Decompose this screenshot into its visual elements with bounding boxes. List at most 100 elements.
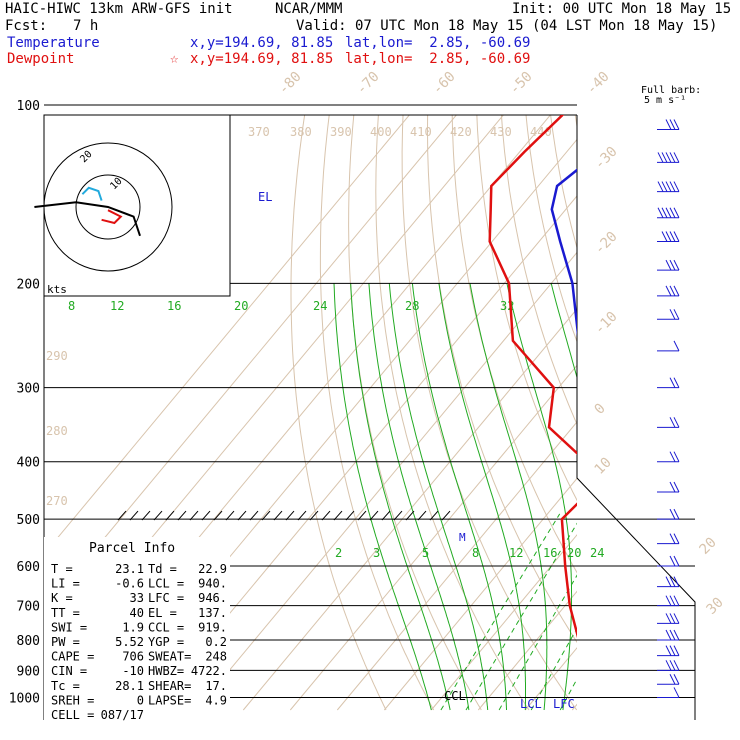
theta-label: 290 bbox=[46, 349, 68, 363]
parcel-param-value: 919. bbox=[198, 620, 227, 634]
hatch-mark bbox=[357, 510, 367, 521]
wind-barb-flag bbox=[673, 674, 680, 685]
dry-adiabat-line bbox=[720, 105, 740, 710]
wind-barb-flag bbox=[673, 451, 680, 462]
pressure-tick-label: 1000 bbox=[9, 691, 40, 706]
wind-barb-flag bbox=[669, 481, 676, 493]
hatch-mark bbox=[369, 510, 379, 521]
mixing-ratio-label: 20 bbox=[567, 546, 581, 560]
pressure-tick-label: 600 bbox=[17, 560, 40, 575]
isotherm-label: 10 bbox=[592, 455, 615, 478]
wind-barb bbox=[657, 119, 680, 131]
mixing-ratio-line bbox=[465, 522, 577, 711]
hatch-mark bbox=[261, 510, 271, 521]
dry-adiabat-line bbox=[525, 115, 577, 344]
org-label: NCAR/MMM bbox=[275, 1, 343, 17]
hatch-mark bbox=[153, 510, 163, 521]
hatch-mark bbox=[297, 510, 307, 521]
parcel-param-value: 1.9 bbox=[122, 620, 144, 634]
parcel-param-value: 0.2 bbox=[205, 635, 227, 649]
dry-adiabat-line bbox=[401, 115, 577, 711]
parcel-param-name: LFC = bbox=[148, 591, 184, 605]
mixing-ratio-label: 16 bbox=[543, 546, 557, 560]
wind-barb bbox=[657, 377, 680, 389]
wind-barb-flag bbox=[673, 231, 680, 242]
wind-barb-flag bbox=[661, 231, 668, 242]
hatch-mark bbox=[429, 510, 439, 521]
mixing-ratio-line bbox=[530, 627, 577, 711]
wind-barb-flag bbox=[665, 629, 672, 641]
isotherm-line bbox=[477, 590, 577, 711]
hatch-mark bbox=[441, 510, 451, 521]
parcel-param-value: 4722. bbox=[191, 664, 227, 678]
wind-barb-flag bbox=[673, 629, 680, 641]
wind-barb-flag bbox=[673, 152, 680, 163]
isotherm-line bbox=[383, 477, 577, 711]
lcl-level-label: LCL bbox=[520, 697, 542, 711]
isotherm-line bbox=[44, 115, 411, 555]
hodograph-trace bbox=[34, 201, 141, 237]
mixing-ratio-label: 12 bbox=[110, 299, 124, 313]
parcel-param-name: SHEAR= bbox=[148, 679, 191, 693]
ccl-level-label: CCL bbox=[444, 689, 466, 703]
moist-adiabat-line bbox=[388, 283, 489, 711]
wind-barb-flag bbox=[669, 508, 676, 520]
isotherm-line bbox=[619, 78, 740, 710]
mixing-ratio-label: 24 bbox=[590, 546, 604, 560]
wind-barb bbox=[657, 481, 680, 493]
isotherm-label: 20 bbox=[697, 535, 720, 558]
hatch-mark bbox=[141, 510, 151, 521]
hatch-mark bbox=[309, 510, 319, 521]
parcel-param-name: Td = bbox=[148, 562, 177, 576]
parcel-param-value: 5.52 bbox=[115, 635, 144, 649]
isotherm-line bbox=[666, 78, 740, 710]
moist-adiabat-line bbox=[550, 283, 577, 380]
wind-barb-flag bbox=[665, 595, 672, 606]
parcel-param-name: K = bbox=[51, 591, 73, 605]
wind-barb-flag bbox=[673, 595, 680, 606]
wind-barb bbox=[657, 629, 680, 641]
hatch-mark bbox=[417, 510, 427, 521]
hatch-mark bbox=[189, 510, 199, 521]
wind-barb-flag bbox=[673, 613, 680, 624]
isotherm-label: -10 bbox=[592, 309, 621, 338]
wind-barb bbox=[657, 645, 680, 657]
parcel-param-value: 33 bbox=[130, 591, 144, 605]
mixing-ratio-label: 2 bbox=[335, 546, 342, 560]
dry-adiabat-line bbox=[348, 115, 482, 711]
theta-label: 410 bbox=[410, 125, 432, 139]
wind-barb-flag bbox=[673, 259, 680, 271]
isotherm-line bbox=[289, 364, 577, 711]
wind-barb-flag bbox=[657, 181, 664, 192]
hatch-mark bbox=[285, 510, 295, 521]
isotherm-label: 0 bbox=[592, 401, 609, 418]
wind-barb-flag bbox=[669, 309, 676, 320]
parcel-param-value: 940. bbox=[198, 577, 227, 591]
pressure-tick-label: 800 bbox=[17, 634, 40, 649]
star-icon: ☆ bbox=[170, 51, 179, 67]
wind-barb-flag bbox=[669, 231, 676, 242]
parcel-param-value: 0 bbox=[137, 693, 144, 707]
hatch-mark bbox=[249, 510, 259, 521]
wind-barb-flag bbox=[673, 481, 680, 493]
isotherm-label: -40 bbox=[584, 69, 613, 98]
wind-barb bbox=[657, 576, 680, 588]
moist-adiabat-line bbox=[638, 283, 726, 710]
parcel-param-value: 087/17 bbox=[101, 708, 144, 722]
pressure-tick-label: 200 bbox=[17, 277, 40, 292]
wind-barb bbox=[657, 285, 680, 297]
theta-label: 390 bbox=[330, 125, 352, 139]
hatch-mark bbox=[129, 510, 139, 521]
parcel-param-value: 40 bbox=[130, 606, 144, 620]
parcel-param-value: 946. bbox=[198, 591, 227, 605]
wind-barb-flag bbox=[673, 687, 680, 698]
pressure-tick-label: 300 bbox=[17, 382, 40, 397]
wind-barb-flag bbox=[669, 207, 676, 218]
parcel-param-value: 23.1 bbox=[115, 562, 144, 576]
wind-barb bbox=[657, 309, 680, 320]
parcel-param-name: TT = bbox=[51, 606, 80, 620]
temperature-xy: x,y=194.69, 81.85 bbox=[190, 35, 334, 51]
wind-barb-flag bbox=[673, 309, 680, 320]
